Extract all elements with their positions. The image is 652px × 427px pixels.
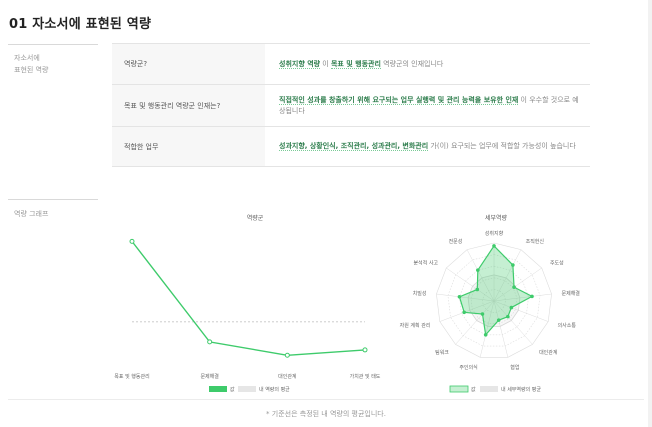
radar-axis-label: 치밀성 [413,290,427,297]
answer-highlight: 목표 및 행동관리 [330,59,381,69]
legend-swatch-value [449,385,469,393]
line-chart-title: 역량군 [247,214,264,222]
radar-grid-ring [470,277,518,324]
legend-swatch-average [480,386,498,392]
section-label-graph: 역량 그래프 [14,210,49,218]
answer-highlight: 성취지향 역량 [279,59,321,69]
radar-point [492,244,496,248]
row-answer: 직접적인 성과를 창출하기 위해 요구되는 업무 실행력 및 관리 능력을 보유… [265,84,590,127]
section-divider [8,44,98,45]
line-chart-point [207,339,213,345]
radar-chart-title: 세부역량 [485,214,508,222]
radar-point [476,268,480,272]
radar-grid-ring [459,265,529,336]
radar-point [496,318,501,322]
section-divider [8,199,98,200]
radar-series-polygon [458,244,534,337]
radar-axis-label: 주인의식 [459,364,477,371]
legend-label-value: 값 [471,386,476,393]
row-answer: 성과지향, 상황인식, 조직관리, 성과관리, 변화관리 가(이) 요구되는 업… [265,126,590,167]
answer-highlight: 직접적인 성과를 창출하기 위해 요구되는 업무 실행력 및 관리 능력을 보유… [279,95,519,105]
line-chart-x-tick: 목표 및 행동관리 [114,373,149,380]
section-label-line1: 자소서에 [14,54,40,62]
radar-point [457,295,462,299]
line-chart-point [129,238,135,244]
radar-point [511,263,515,267]
radar-spoke [479,300,495,358]
radar-grid-ring [436,242,552,358]
radar-axis-label: 분석적 사고 [413,259,438,266]
radar-spoke [455,300,495,345]
radar-point [462,310,466,315]
competency-group-line-chart: 역량군 목표 및 행동관리 문제해결 대인관계 가치관 및 태도 값 내 역량의 평균 [114,214,381,393]
competency-table: 역량군? 성취지향 역량 이 목표 및 행동관리 역량군의 인재입니다 목표 및 행… [112,43,590,167]
radar-axis-label: 팀워크 [435,349,449,356]
radar-spoke [493,249,522,302]
answer-text: 이 [320,59,331,68]
radar-axis-label: 대인관계 [539,349,558,356]
answer-text: 이 우수할 것으로 예상됩니다 [279,95,579,115]
footer-divider [8,399,644,400]
radar-axis-label: 성취지향 [485,230,504,237]
line-chart-x-tick: 문제해결 [200,373,219,380]
radar-point [512,285,516,289]
radar-spoke [493,267,542,302]
radar-point [509,305,514,310]
radar-spoke [493,300,549,322]
radar-grid-ring [447,254,541,347]
radar-axis-label: 협업 [510,364,519,371]
radar-axis-label: 주도성 [550,259,564,266]
competency-row: 목표 및 행동관리 역량군 인재는? 직접적인 성과를 창출하기 위해 요구되는 … [112,84,590,127]
radar-axis-label: 자원 계획 관리 [400,322,431,329]
radar-axis-label: 전문성 [449,238,463,245]
answer-text: 가(이) 요구되는 업무에 적합할 가능성이 높습니다 [428,142,576,150]
answer-text: 역량군의 인재입니다 [380,59,444,68]
answer-highlight: 성과지향, 상황인식, 조직관리, 성과관리, 변화관리 [279,142,429,151]
competency-row: 적합한 업무 성과지향, 상황인식, 조직관리, 성과관리, 변화관리 가(이) … [112,126,590,167]
section-label-line2: 표현된 역량 [14,66,49,74]
row-answer: 성취지향 역량 이 목표 및 행동관리 역량군의 인재입니다 [265,43,590,85]
radar-spoke [493,293,552,302]
radar-spoke [493,300,509,358]
radar-axis-label: 조직헌신 [526,238,545,245]
legend-label-value: 값 [230,386,235,393]
radar-point [480,312,485,316]
competency-row: 역량군? 성취지향 역량 이 목표 및 행동관리 역량군의 인재입니다 [112,43,590,85]
radar-point [483,332,488,337]
scroll-track[interactable] [648,0,652,427]
line-chart-x-tick: 가치관 및 태도 [350,373,381,380]
radar-point [530,294,534,299]
line-chart-point [362,347,368,353]
radar-axis-label: 문제해결 [562,290,581,297]
radar-axis-label: 의사소통 [558,322,577,329]
radar-point [475,287,480,292]
row-question: 역량군? [112,43,265,85]
radar-spoke [436,293,495,302]
row-question: 목표 및 행동관리 역량군 인재는? [112,84,265,127]
radar-spoke [446,267,495,302]
radar-spoke [466,249,495,302]
line-chart-x-tick: 대인관계 [278,373,297,380]
radar-point [506,314,510,319]
radar-spoke [439,300,495,322]
radar-spoke [493,300,533,345]
row-question: 적합한 업무 [112,126,265,167]
radar-grid-ring [482,289,506,313]
legend-swatch-value [209,386,227,392]
page-title: 01 자소서에 표현된 역량 [9,17,152,32]
legend-swatch-average [238,386,256,392]
legend-label-average: 내 역량의 평균 [259,386,290,393]
section-label-competency: 자소서에 표현된 역량 [14,52,48,76]
line-chart-point [284,352,290,358]
footnote: * 기준선은 측정된 내 역량의 평균입니다. [266,410,386,418]
legend-label-average: 내 세부역량의 평균 [501,386,541,393]
line-chart-series-line [131,240,366,356]
